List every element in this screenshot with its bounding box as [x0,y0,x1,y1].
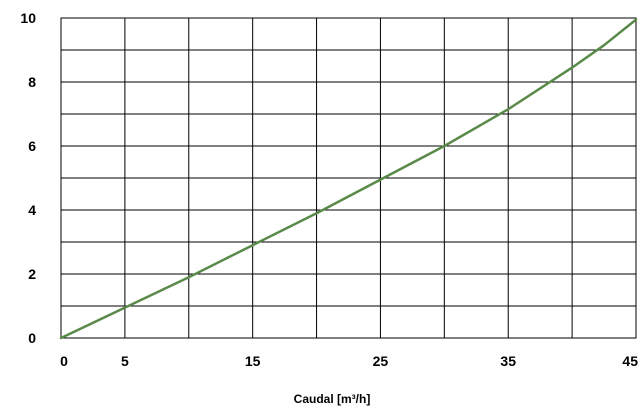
x-tick-label: 45 [622,353,638,369]
series-line [59,18,638,340]
y-tick-label: 8 [28,74,36,90]
y-tick-label: 4 [28,202,36,218]
x-tick-label: 5 [121,353,129,369]
y-tick-label: 2 [28,266,36,282]
x-tick-label: 0 [60,353,68,369]
x-tick-label: 25 [373,353,389,369]
y-tick-label: 0 [28,330,36,346]
y-tick-label: 10 [20,10,36,26]
x-axis-label: Caudal [m³/h] [294,392,371,406]
x-tick-label: 15 [245,353,261,369]
grid [60,17,637,339]
y-tick-label: 6 [28,138,36,154]
x-tick-labels: 0 5 15 25 35 45 [60,353,638,369]
y-tick-labels: 0 2 4 6 8 10 [20,10,36,346]
x-tick-label: 35 [500,353,516,369]
series-layer [59,18,638,340]
